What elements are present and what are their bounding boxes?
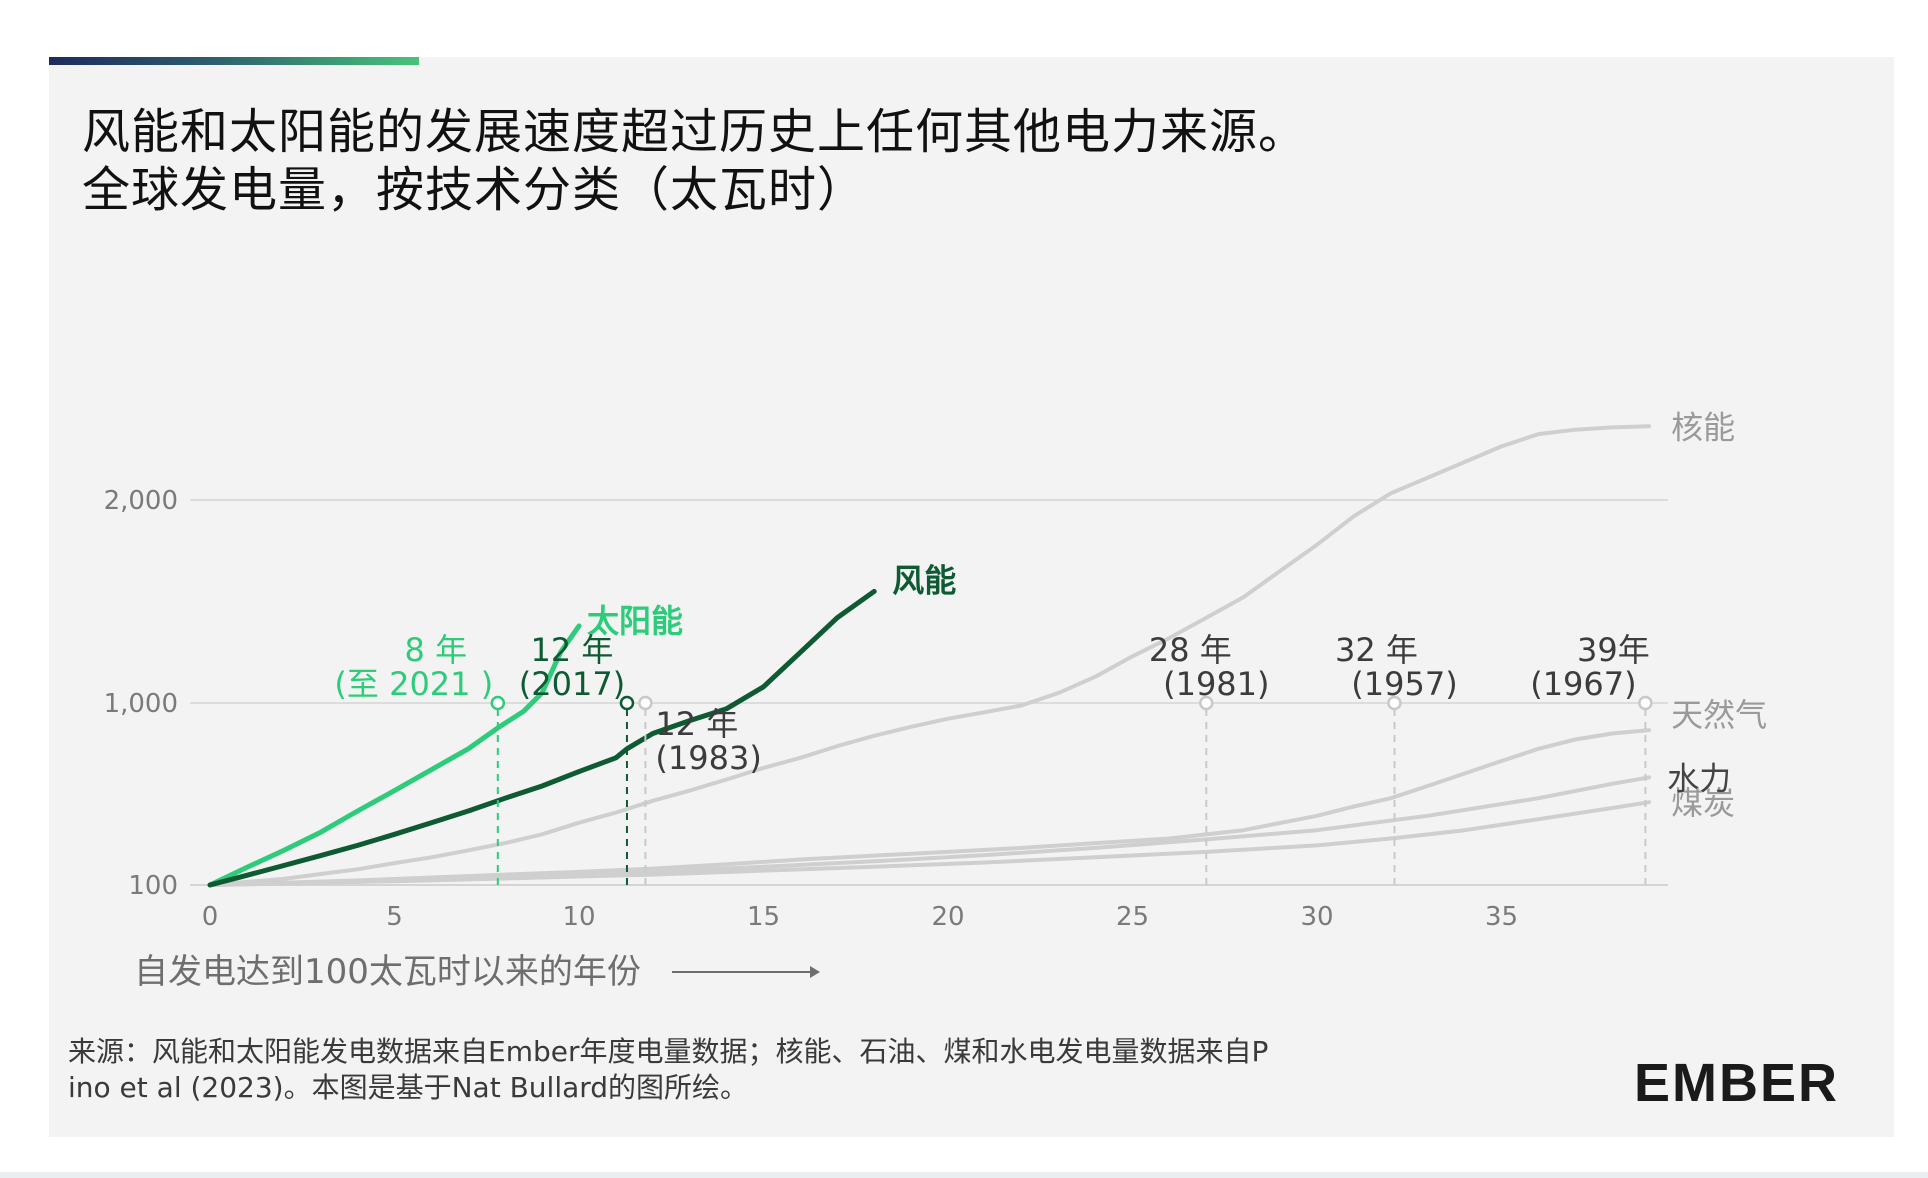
x-axis-label: 自发电达到100太瓦时以来的年份 (134, 952, 641, 992)
y-tick-label: 100 (128, 871, 178, 901)
milestone-years-gas: 28 年 (1149, 631, 1232, 669)
y-tick-label: 1,000 (104, 689, 178, 719)
milestone-years-hydro: 39年 (1577, 631, 1650, 669)
milestone-year-wind: (2017) (519, 665, 625, 703)
series-line-nuclear (208, 424, 1652, 887)
milestone-years-nuclear: 12 年 (655, 705, 738, 743)
x-tick-label: 20 (931, 902, 964, 932)
milestone-marker-wind (619, 695, 635, 711)
series-label-wind: 风能 (892, 561, 956, 599)
y-tick-label: 2,000 (104, 486, 178, 516)
milestone-marker-solar (490, 695, 506, 711)
milestone-year-hydro: (1967) (1530, 665, 1636, 703)
x-tick-label: 10 (562, 902, 595, 932)
chart-card (49, 57, 1894, 1137)
milestone-marker-nuclear (638, 695, 653, 711)
milestone-year-coal: (1957) (1351, 665, 1457, 703)
x-tick-label: 15 (747, 902, 780, 932)
milestone-year-nuclear: (1983) (655, 739, 761, 777)
series-label-gas: 天然气 (1671, 696, 1767, 734)
series-line-solar (207, 623, 582, 888)
page-title: 风能和太阳能的发展速度超过历史上任何其他电力来源。 (82, 104, 1308, 160)
milestone-marker-coal (1387, 695, 1402, 711)
x-tick-label: 35 (1485, 902, 1518, 932)
series-label-hydro: 水力 (1667, 759, 1731, 797)
accent-bar (49, 57, 419, 65)
arrow-right-icon (672, 966, 820, 978)
source-note-line2: ino et al (2023)。本图是基于Nat Bullard的图所绘。 (68, 1071, 749, 1104)
source-note-line1: 来源：风能和太阳能发电数据来自Ember年度电量数据；核能、石油、煤和水电发电量… (68, 1035, 1269, 1068)
milestone-marker-hydro (1638, 695, 1653, 711)
chart-subtitle: 全球发电量，按技术分类（太瓦时） (82, 162, 867, 218)
series-line-gas (208, 728, 1652, 887)
bottom-strip (0, 1172, 1928, 1178)
series-label-nuclear: 核能 (1671, 408, 1735, 446)
x-tick-label: 25 (1116, 902, 1149, 932)
ember-logo: EMBER (1634, 1053, 1840, 1113)
series-label-solar: 太阳能 (587, 602, 683, 640)
milestone-marker-gas (1199, 695, 1214, 711)
milestone-year-gas: (1981) (1163, 665, 1269, 703)
milestone-years-wind: 12 年 (531, 631, 614, 669)
series-label-coal: 煤炭 (1671, 784, 1735, 822)
x-tick-label: 0 (202, 902, 219, 932)
x-tick-label: 30 (1300, 902, 1333, 932)
series-line-wind (207, 588, 877, 888)
milestone-year-solar: (至 2021 ) (334, 665, 493, 703)
milestone-years-coal: 32 年 (1335, 631, 1418, 669)
x-tick-label: 5 (386, 902, 403, 932)
series-line-hydro (208, 775, 1652, 887)
milestone-years-solar: 8 年 (405, 631, 468, 669)
